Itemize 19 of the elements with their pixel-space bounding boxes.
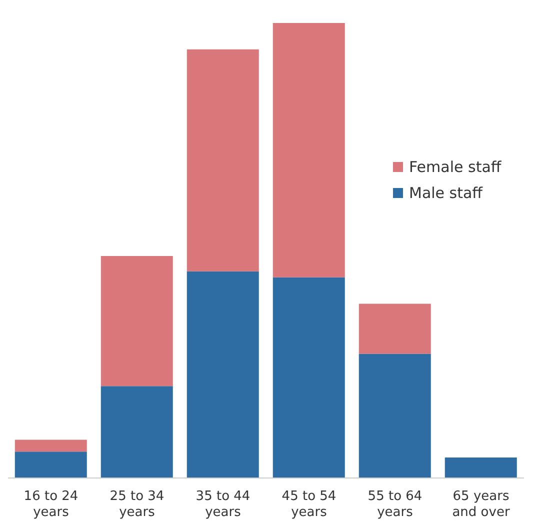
x-tick-label: 55 to 64 years: [368, 489, 422, 520]
bar: [186, 49, 259, 272]
x-tick-label: 25 to 34 years: [110, 489, 164, 520]
bar: [358, 304, 431, 354]
x-tick-label: 65 years and over: [452, 489, 510, 520]
x-tick-label: 45 to 54 years: [282, 489, 336, 520]
bar: [100, 386, 173, 478]
bar: [272, 23, 345, 278]
x-tick-label: 16 to 24 years: [24, 489, 78, 520]
legend-label: Female staff: [408, 158, 502, 176]
bar: [14, 452, 87, 478]
bar: [186, 271, 259, 478]
x-tick-label: 35 to 44 years: [196, 489, 250, 520]
legend-label: Male staff: [408, 184, 484, 202]
bar: [100, 256, 173, 386]
bar: [14, 440, 87, 452]
bar: [358, 354, 431, 478]
bar: [444, 458, 517, 478]
bar: [272, 277, 345, 478]
